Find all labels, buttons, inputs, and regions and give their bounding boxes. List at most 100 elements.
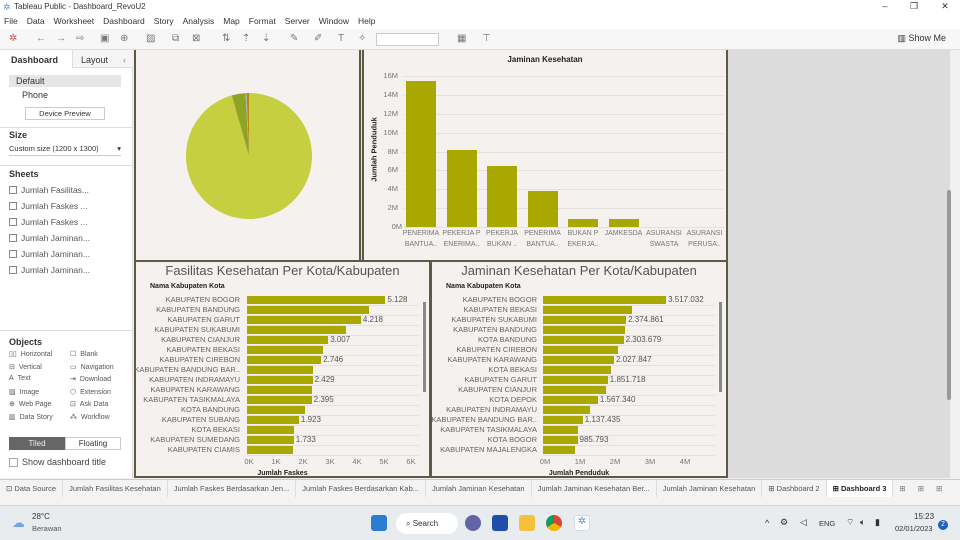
chart-scrollbar[interactable] (719, 302, 722, 392)
language[interactable]: ENG (819, 519, 836, 528)
new-datasource-icon[interactable]: ⊕ (120, 33, 129, 44)
taskbar-search[interactable]: ⌕ Search (396, 513, 458, 534)
device-preview-button[interactable]: Device Preview (25, 107, 105, 120)
swap-icon[interactable]: ⇅ (222, 33, 231, 44)
sort-desc-icon[interactable]: ⇣ (262, 33, 271, 44)
object-horizontal[interactable]: ▯▯ Horizontal (9, 350, 52, 358)
canvas-scrollbar[interactable] (947, 190, 951, 400)
fit-dropdown[interactable] (376, 33, 439, 46)
bar[interactable] (247, 366, 313, 374)
size-dropdown[interactable]: Custom size (1200 x 1300) ▾ (9, 144, 121, 156)
highlight-icon[interactable]: ✎ (290, 33, 299, 44)
bar[interactable] (247, 346, 324, 354)
pie-slice[interactable] (186, 93, 313, 219)
sheet-tab[interactable]: Jumlah Faskes Berdasarkan Kab... (296, 480, 426, 497)
bar[interactable] (247, 386, 313, 394)
bar[interactable] (543, 366, 612, 374)
object-image[interactable]: ▨ Image (9, 388, 39, 396)
clock-time[interactable]: 15:23 (914, 512, 935, 521)
store-icon[interactable] (492, 515, 508, 531)
minimize-button[interactable]: – (882, 1, 888, 11)
show-title-checkbox[interactable] (9, 458, 18, 467)
presentation-icon[interactable]: ⊤ (482, 33, 491, 44)
object-navigation[interactable]: ▭ Navigation (70, 363, 114, 371)
group-icon[interactable]: ✐ (314, 33, 323, 44)
bar[interactable] (568, 218, 598, 227)
object-workflow[interactable]: ⁂ Workflow (70, 413, 110, 421)
pin-icon[interactable]: ✧ (358, 33, 367, 44)
new-worksheet-icon[interactable]: ▨ (146, 33, 156, 44)
file-explorer-icon[interactable] (519, 515, 535, 531)
show-me-button[interactable]: ▥ Show Me (897, 33, 946, 43)
sheet-tab[interactable]: Jumlah Jaminan Kesehatan Ber... (532, 480, 657, 497)
tab-layout[interactable]: Layout (72, 50, 133, 68)
bar[interactable] (543, 346, 619, 354)
bar[interactable] (446, 149, 477, 227)
teams-icon[interactable] (465, 515, 481, 531)
pie-slice[interactable] (245, 93, 249, 156)
object-text[interactable]: A Text (9, 375, 31, 382)
menu-dashboard[interactable]: Dashboard (103, 16, 145, 26)
menu-help[interactable]: Help (358, 16, 376, 26)
tableau-taskbar-icon[interactable]: ✲ (574, 515, 590, 531)
bar[interactable] (247, 326, 346, 334)
bar[interactable] (543, 296, 667, 304)
bar[interactable] (543, 316, 627, 324)
device-phone[interactable]: Phone (22, 90, 49, 100)
wifi-icon[interactable]: ⌔ (846, 517, 855, 527)
sheet-tab[interactable]: Jumlah Fasilitas Kesehatan (63, 480, 168, 497)
redo-icon[interactable]: ⇨ (76, 33, 85, 44)
tray-chevron-icon[interactable]: ^ (765, 518, 770, 528)
bar[interactable] (543, 426, 578, 434)
bar[interactable] (247, 316, 361, 324)
sheet-tab[interactable]: ⊞ Dashboard 2 (762, 480, 827, 497)
bar[interactable] (543, 306, 633, 314)
bar[interactable] (543, 446, 576, 454)
notification-badge[interactable]: 2 (938, 520, 948, 530)
menu-file[interactable]: File (4, 16, 18, 26)
object-blank[interactable]: ☐ Blank (70, 350, 98, 358)
object-web-page[interactable]: ⊕ Web Page (9, 400, 51, 408)
floating-button[interactable]: Floating (65, 437, 121, 450)
chrome-icon[interactable] (546, 515, 562, 531)
bar[interactable] (247, 356, 322, 364)
show-cards-icon[interactable]: ▦ (457, 33, 467, 44)
save-icon[interactable]: ▣ (100, 33, 110, 44)
sheet-item[interactable]: Jumlah Jaminan... (9, 233, 90, 243)
battery-icon[interactable]: ▮ (875, 517, 880, 527)
bar[interactable] (543, 326, 625, 334)
bar[interactable] (247, 336, 329, 344)
tray-app-icon[interactable]: ⚙ (780, 517, 789, 527)
bar[interactable] (247, 376, 313, 384)
object-ask-data[interactable]: ⊡ Ask Data (70, 400, 108, 408)
bar[interactable] (247, 406, 306, 414)
new-story-icon[interactable]: ⊞ (936, 484, 943, 493)
bar[interactable] (543, 396, 598, 404)
object-download[interactable]: ⇥ Download (70, 375, 111, 383)
tiled-button[interactable]: Tiled (9, 437, 65, 450)
back-icon[interactable]: ← (36, 33, 46, 44)
close-button[interactable]: ✕ (941, 1, 949, 11)
tab-dashboard[interactable]: Dashboard (0, 50, 70, 68)
chart-scrollbar[interactable] (423, 302, 426, 392)
clock-date[interactable]: 02/01/2023 (895, 524, 933, 533)
bar[interactable] (406, 80, 436, 227)
sheet-tab[interactable]: ⊡ Data Source (0, 480, 64, 497)
sheet-tab[interactable]: ⊞ Dashboard 3 (826, 480, 894, 497)
tableau-home-icon[interactable]: ✲ (9, 33, 18, 44)
object-extension[interactable]: ⬡ Extension (70, 388, 111, 396)
bar[interactable] (543, 386, 606, 394)
maximize-button[interactable]: ❐ (909, 1, 919, 11)
bar[interactable] (487, 165, 517, 227)
weather-desc[interactable]: Berawan (32, 524, 62, 533)
volume-icon[interactable]: 🔈︎ (860, 517, 866, 527)
clear-sheet-icon[interactable]: ⊠ (192, 33, 201, 44)
menu-worksheet[interactable]: Worksheet (53, 16, 95, 26)
new-sheet-icon[interactable]: ⊞ (899, 484, 906, 493)
bar[interactable] (247, 306, 369, 314)
sort-asc-icon[interactable]: ⇡ (242, 33, 251, 44)
start-windows-icon[interactable] (371, 515, 387, 531)
bar[interactable] (608, 218, 639, 227)
forward-icon[interactable]: → (56, 33, 66, 44)
bar[interactable] (543, 336, 624, 344)
